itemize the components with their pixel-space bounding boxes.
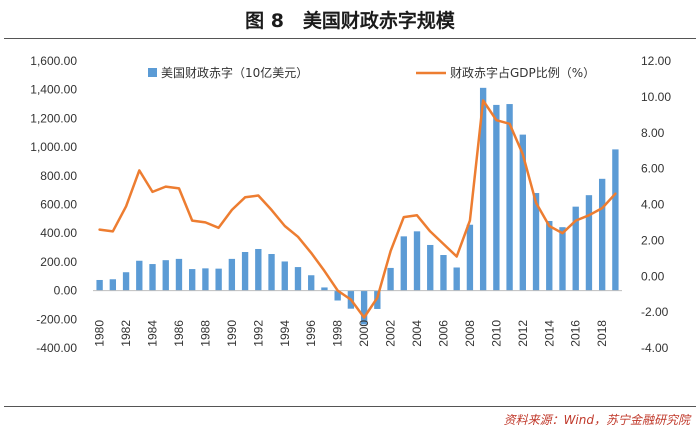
- x-tick-label: 1982: [119, 320, 133, 347]
- bar-1998: [334, 290, 341, 301]
- bar-2014: [546, 221, 553, 291]
- source-note: 资料来源：Wind，苏宁金融研究院: [503, 413, 690, 427]
- bar-2007: [453, 267, 460, 291]
- bar-1986: [175, 258, 183, 291]
- figure-title: 图 8 美国财政赤字规模: [245, 10, 455, 32]
- bar-2005: [427, 244, 434, 291]
- bar-2015: [559, 227, 566, 291]
- y-right-tick-label: 0.00: [641, 269, 665, 283]
- bar-2013: [532, 193, 540, 291]
- bar-2012: [519, 134, 526, 291]
- y-left-tick-label: 1,400.00: [30, 83, 77, 97]
- x-tick-label: 2016: [569, 320, 583, 347]
- bar-1995: [294, 267, 302, 291]
- bar-2006: [440, 255, 447, 291]
- bar-2017: [585, 195, 593, 291]
- x-tick-label: 2002: [384, 320, 398, 347]
- x-tick-label: 2006: [436, 320, 450, 347]
- x-tick-label: 1992: [251, 320, 265, 347]
- y-right-tick-label: -2.00: [641, 305, 669, 319]
- bar-2018: [598, 178, 606, 291]
- y-right-tick-label: 4.00: [641, 198, 665, 212]
- bar-1992: [255, 248, 262, 291]
- bar-1991: [241, 251, 249, 291]
- y-left-tick-label: 200.00: [40, 255, 77, 269]
- x-tick-label: 2018: [595, 320, 609, 347]
- x-tick-label: 1988: [198, 320, 212, 347]
- x-tick-label: 2000: [357, 320, 371, 347]
- x-tick-label: 2008: [463, 320, 477, 347]
- bar-1997: [321, 287, 328, 291]
- bar-1994: [281, 261, 288, 291]
- legend-line-label: 财政赤字占GDP比例（%）: [450, 65, 595, 80]
- y-right-tick-label: 10.00: [641, 90, 671, 104]
- bar-1983: [136, 260, 143, 291]
- bar-1988: [202, 268, 209, 291]
- x-tick-label: 2010: [489, 320, 503, 347]
- y-left-tick-label: -200.00: [36, 312, 77, 326]
- bar-1990: [228, 258, 236, 291]
- bar-1989: [215, 268, 222, 291]
- x-tick-label: 1984: [146, 320, 160, 347]
- y-right-tick-label: -4.00: [641, 341, 669, 355]
- bar-2008: [466, 224, 474, 291]
- y-left-tick-label: -400.00: [36, 341, 77, 355]
- y-right-tick-label: 2.00: [641, 233, 665, 247]
- x-tick-label: 2012: [516, 320, 530, 347]
- legend-bar-label: 美国财政赤字（10亿美元）: [161, 65, 308, 80]
- y-right-tick-label: 12.00: [641, 54, 671, 68]
- x-tick-label: 1998: [331, 320, 345, 347]
- x-tick-label: 1994: [278, 320, 292, 347]
- bar-2019: [612, 149, 619, 291]
- y-left-tick-label: 1,600.00: [30, 54, 77, 68]
- x-tick-label: 1990: [225, 320, 239, 347]
- y-right-tick-label: 8.00: [641, 126, 665, 140]
- y-left-tick-label: 0.00: [54, 284, 78, 298]
- bar-2004: [413, 231, 421, 291]
- y-left-tick-label: 1,200.00: [30, 111, 77, 125]
- bottom-rule: [4, 406, 696, 407]
- bar-2003: [400, 236, 407, 291]
- bar-2000: [360, 290, 368, 325]
- x-tick-label: 1986: [172, 320, 186, 347]
- top-rule: [4, 38, 696, 39]
- bar-2010: [493, 104, 500, 291]
- legend-bar-swatch: [148, 68, 157, 77]
- bar-2009: [479, 87, 487, 291]
- x-tick-label: 2014: [542, 320, 556, 347]
- bar-1987: [189, 269, 196, 291]
- bar-1993: [268, 254, 275, 291]
- y-right-tick-label: 6.00: [641, 162, 665, 176]
- x-tick-label: 1980: [93, 320, 107, 347]
- y-left-tick-label: 400.00: [40, 226, 77, 240]
- bar-1981: [109, 279, 117, 291]
- bar-1980: [96, 279, 103, 291]
- bar-2016: [572, 206, 579, 291]
- x-tick-label: 1996: [304, 320, 318, 347]
- bar-1985: [162, 260, 169, 291]
- bar-1984: [149, 264, 156, 291]
- bar-2011: [506, 104, 513, 291]
- bar-1996: [308, 275, 315, 291]
- y-left-tick-label: 1,000.00: [30, 140, 77, 154]
- y-left-tick-label: 600.00: [40, 198, 77, 212]
- bar-2002: [387, 267, 394, 291]
- gdp-ratio-line: [98, 99, 617, 319]
- y-left-tick-label: 800.00: [40, 169, 77, 183]
- x-tick-label: 2004: [410, 320, 424, 347]
- bar-1982: [122, 272, 130, 291]
